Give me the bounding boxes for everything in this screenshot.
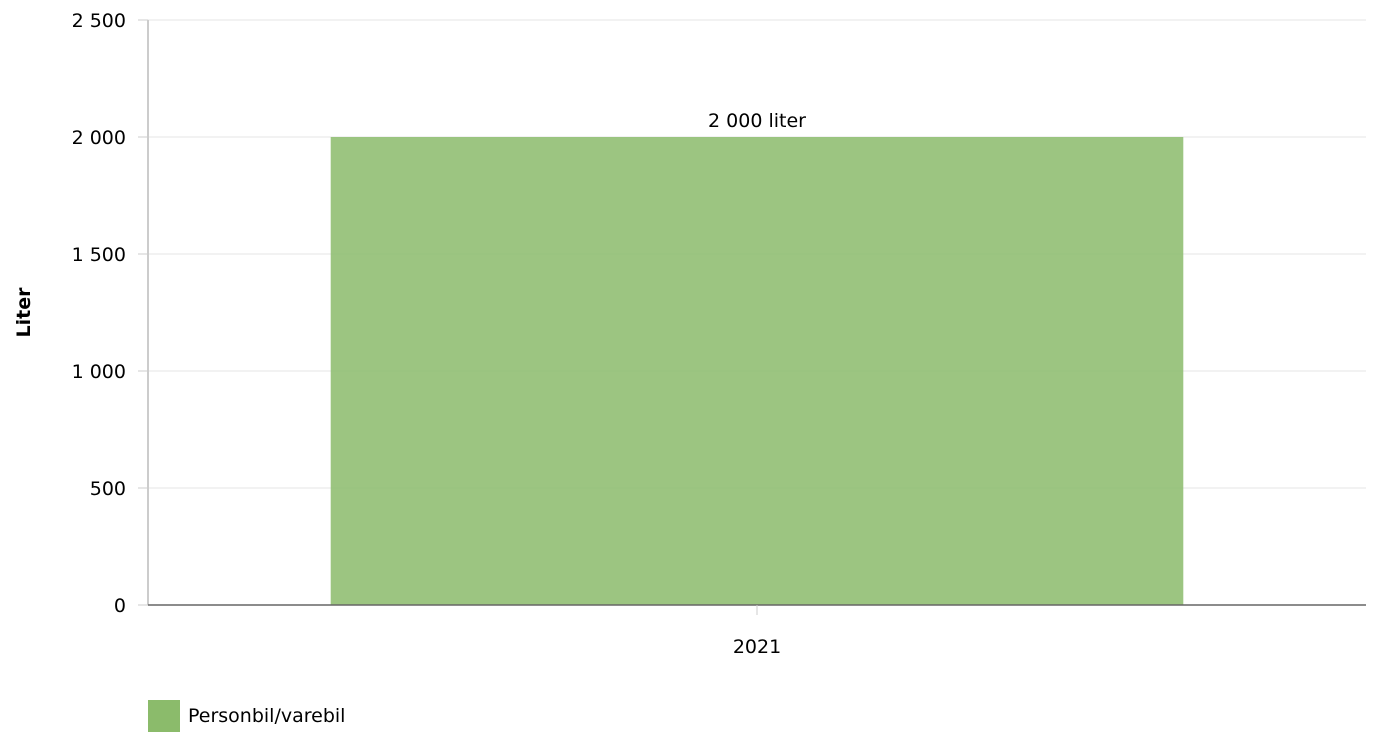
bar[interactable] (330, 137, 1184, 605)
data-labels: 2 000 liter (708, 110, 806, 132)
y-tick-label: 1 000 (72, 361, 126, 383)
y-tick-label: 1 500 (72, 244, 126, 266)
legend[interactable]: Personbil/varebil (148, 700, 345, 732)
bars (330, 137, 1184, 605)
y-tick-label: 0 (114, 595, 126, 617)
y-tick-label: 500 (90, 478, 126, 500)
y-tick-label: 2 000 (72, 127, 126, 149)
y-tick-labels: 0 500 1 000 1 500 2 000 2 500 (72, 10, 126, 617)
x-tick-labels: 2021 (733, 605, 781, 658)
data-label: 2 000 liter (708, 110, 806, 132)
y-axis-title: Liter (13, 287, 35, 338)
legend-label: Personbil/varebil (188, 705, 346, 727)
legend-swatch (148, 700, 180, 732)
y-tick-label: 2 500 (72, 10, 126, 32)
x-tick-label: 2021 (733, 636, 781, 658)
